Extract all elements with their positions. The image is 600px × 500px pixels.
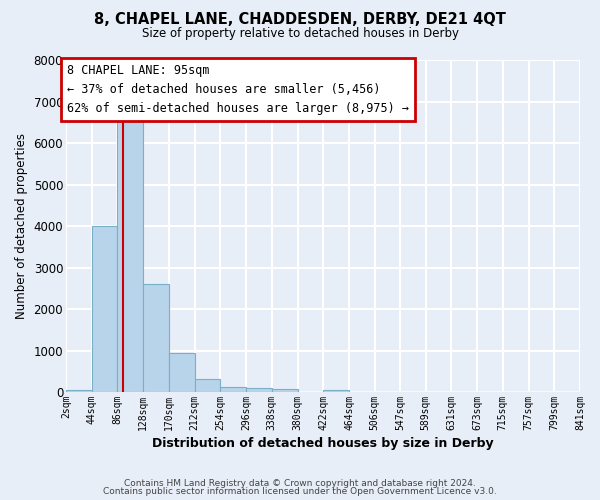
Bar [66,390,92,392]
Bar [92,226,118,392]
Text: 8, CHAPEL LANE, CHADDESDEN, DERBY, DE21 4QT: 8, CHAPEL LANE, CHADDESDEN, DERBY, DE21 … [94,12,506,28]
Bar [272,389,298,392]
Bar [118,118,143,392]
Bar [220,387,246,392]
Text: Contains HM Land Registry data © Crown copyright and database right 2024.: Contains HM Land Registry data © Crown c… [124,478,476,488]
Bar [246,388,272,392]
Text: Size of property relative to detached houses in Derby: Size of property relative to detached ho… [142,28,458,40]
Bar [143,284,169,392]
Bar [323,390,349,392]
Bar [169,352,194,392]
Text: 8 CHAPEL LANE: 95sqm
← 37% of detached houses are smaller (5,456)
62% of semi-de: 8 CHAPEL LANE: 95sqm ← 37% of detached h… [67,64,409,115]
X-axis label: Distribution of detached houses by size in Derby: Distribution of detached houses by size … [152,437,494,450]
Text: Contains public sector information licensed under the Open Government Licence v3: Contains public sector information licen… [103,487,497,496]
Y-axis label: Number of detached properties: Number of detached properties [15,133,28,319]
Bar [194,378,220,392]
